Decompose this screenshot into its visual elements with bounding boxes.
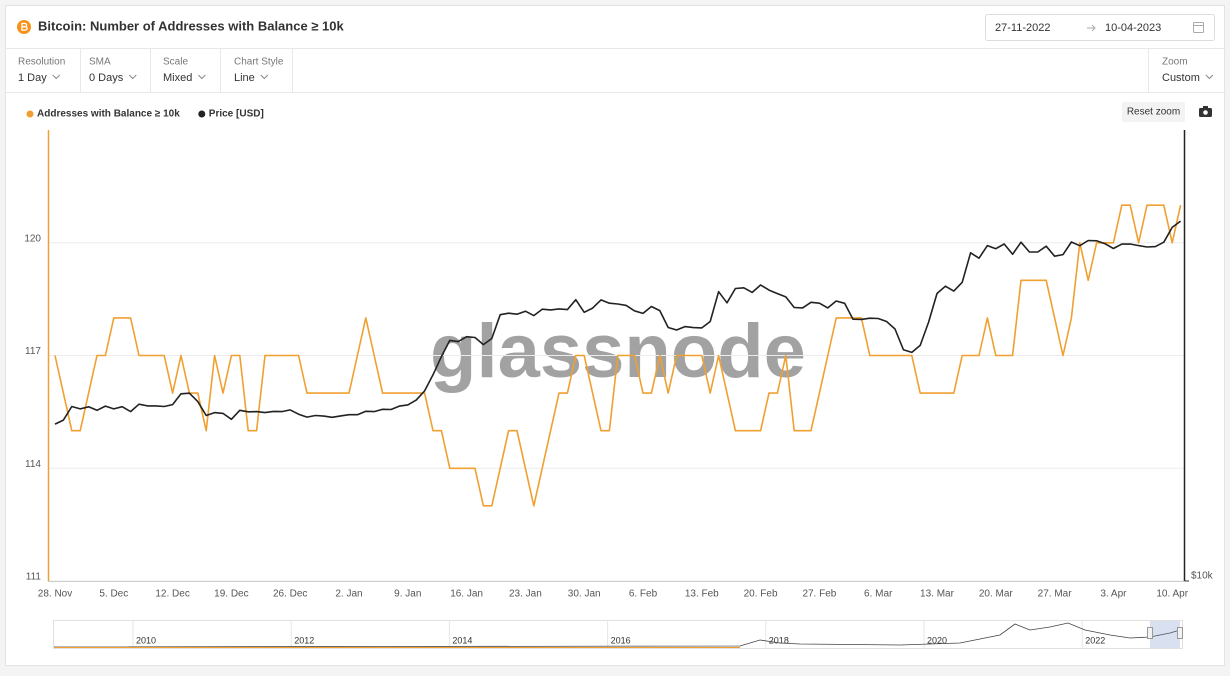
x-tick-label: 6. Mar <box>864 589 893 600</box>
toolbar: Resolution 1 Day SMA 0 Days Scale Mixed Chart … <box>18 57 1214 84</box>
x-tick-label: 9. Jan <box>394 589 421 600</box>
x-tick-label: 27. Mar <box>1038 589 1073 600</box>
control-label[interactable]: Scale <box>163 57 188 68</box>
x-tick-label: 30. Jan <box>568 589 601 600</box>
control-label[interactable]: Resolution <box>18 57 65 68</box>
x-tick-label: 10. Apr <box>1156 589 1188 600</box>
watermark: glassnode <box>430 309 806 394</box>
x-tick-label: 27. Feb <box>802 589 836 600</box>
navigator-line <box>53 622 1181 648</box>
reset-zoom-button[interactable] <box>1122 102 1185 122</box>
x-tick-label: 23. Jan <box>509 589 542 600</box>
chevron <box>260 74 269 80</box>
date-arrow <box>1087 24 1096 32</box>
chevron <box>52 74 61 80</box>
control-value[interactable]: 0 Days <box>89 72 124 84</box>
reset-zoom-label[interactable]: Reset zoom <box>1127 107 1180 118</box>
series-line <box>54 220 1182 425</box>
x-tick-label: 28. Nov <box>38 589 72 600</box>
chart-title: Bitcoin: Number of Addresses with Balanc… <box>38 18 344 33</box>
y2-tick-label: $10k <box>1191 571 1214 582</box>
control-label[interactable]: Zoom <box>1162 57 1188 68</box>
navigator-label: 2010 <box>136 635 156 645</box>
x-tick-label: 5. Dec <box>99 589 128 600</box>
control-value[interactable]: Custom <box>1162 72 1200 84</box>
y-tick-label: 114 <box>25 459 41 470</box>
navigator-label: 2022 <box>1085 635 1105 645</box>
chevron <box>197 74 206 80</box>
navigator-selection[interactable] <box>1150 621 1180 648</box>
y-tick-label: 120 <box>24 233 41 244</box>
x-tick-label: 2. Jan <box>335 589 362 600</box>
x-tick-label: 13. Feb <box>685 589 719 600</box>
x-tick-label: 13. Mar <box>920 589 955 600</box>
legend-label[interactable]: Price [USD] <box>209 109 264 120</box>
x-tick-label: 16. Jan <box>450 589 483 600</box>
series-line <box>54 204 1182 507</box>
legend-label[interactable]: Addresses with Balance ≥ 10k <box>37 109 180 120</box>
control-label[interactable]: SMA <box>89 57 111 68</box>
card <box>5 5 1225 666</box>
control-value[interactable]: Line <box>234 72 255 84</box>
x-tick-label: 3. Apr <box>1100 589 1127 600</box>
toolbar-separators <box>80 48 1149 92</box>
calendar-icon[interactable] <box>1193 22 1204 33</box>
legend: Addresses with Balance ≥ 10k Price [USD] <box>26 109 264 120</box>
x-tick-label: 12. Dec <box>155 589 189 600</box>
navigator-label: 2018 <box>769 635 789 645</box>
control-value[interactable]: Mixed <box>163 72 192 84</box>
navigator-axis: 2010 2012 2014 2016 2018 2020 2022 <box>132 621 1105 648</box>
x-tick-label: 26. Dec <box>273 589 307 600</box>
navigator-label: 2016 <box>611 635 631 645</box>
navigator-label: 2020 <box>927 635 947 645</box>
legend-marker[interactable] <box>198 110 206 118</box>
legend-marker[interactable] <box>26 110 34 118</box>
x-tick-label: 6. Feb <box>629 589 658 600</box>
control-label[interactable]: Chart Style <box>234 57 284 68</box>
y-tick-label: 117 <box>25 346 41 357</box>
bitcoin-glyph <box>21 22 28 31</box>
x-tick-label: 19. Dec <box>214 589 248 600</box>
date-to[interactable]: 10-04-2023 <box>1105 22 1161 34</box>
navigator-label: 2012 <box>294 635 314 645</box>
camera-icon[interactable] <box>1199 106 1212 117</box>
control-value[interactable]: 1 Day <box>18 72 47 84</box>
y-tick-label: 111 <box>26 572 42 583</box>
navigator-handle[interactable] <box>1177 627 1183 639</box>
navigator[interactable] <box>53 620 1183 649</box>
navigator-label: 2014 <box>452 635 472 645</box>
date-range[interactable] <box>985 14 1215 41</box>
date-from[interactable]: 27-11-2022 <box>995 22 1050 34</box>
chevron <box>128 74 137 80</box>
x-tick-label: 20. Feb <box>744 589 778 600</box>
x-tick-label: 20. Mar <box>979 589 1014 600</box>
plot: 111 114 117 120 $10k 28. Nov 5. Dec 12. Dec 19. … <box>24 130 1214 600</box>
chevron <box>1205 74 1214 80</box>
navigator-handle[interactable] <box>1147 627 1153 639</box>
